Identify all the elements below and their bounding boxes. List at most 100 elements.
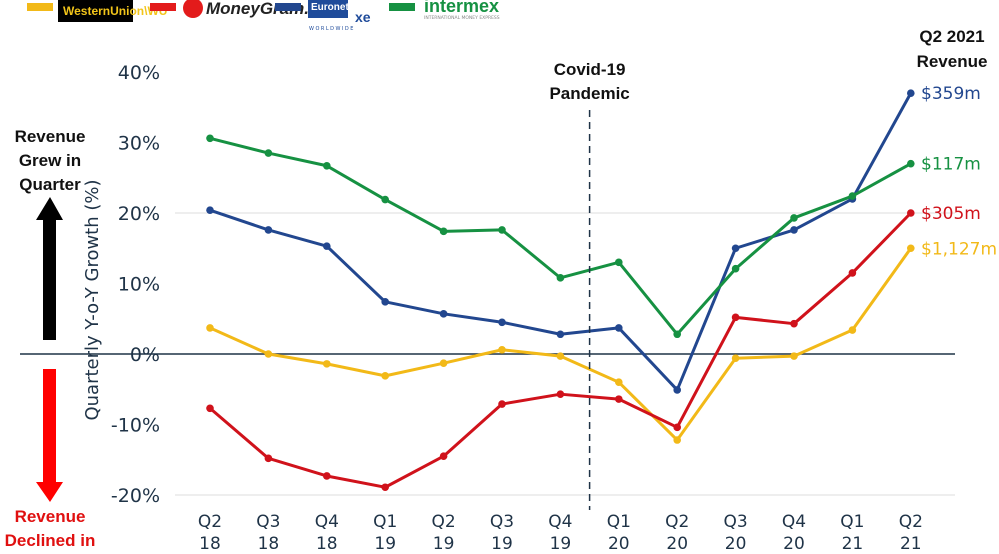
- x-tick-label: 18: [258, 534, 280, 554]
- covid-annotation: Covid-19: [554, 60, 626, 79]
- data-point: [381, 483, 390, 492]
- data-point: [498, 226, 506, 234]
- data-point: [615, 258, 623, 267]
- moneygram-logo-icon: [183, 0, 203, 18]
- declined-annotation: Declined in: [5, 531, 96, 550]
- data-point: [907, 89, 915, 97]
- data-point: [673, 330, 681, 339]
- x-tick-label: 19: [374, 534, 396, 554]
- series-0: $1,127m: [206, 239, 997, 444]
- series-line: [209, 92, 913, 392]
- data-point: [323, 242, 331, 250]
- x-tick-label: Q2: [899, 512, 923, 532]
- end-header-annotation: Q2 2021: [919, 27, 984, 46]
- down-arrow-icon: [36, 369, 63, 502]
- data-point: [206, 324, 214, 332]
- x-tick-label: Q1: [373, 512, 397, 532]
- data-point: [790, 226, 798, 234]
- y-tick-label: 0%: [130, 344, 160, 366]
- grew-annotation: Grew in: [19, 151, 81, 170]
- y-tick-label: 30%: [118, 133, 160, 155]
- y-tick-label: -20%: [111, 485, 160, 507]
- data-point: [556, 330, 565, 339]
- data-point: [381, 372, 390, 380]
- x-tick-label: 19: [433, 534, 455, 554]
- data-point: [848, 192, 857, 200]
- euronet-logo: [308, 0, 348, 18]
- data-point: [556, 274, 565, 282]
- x-tick-label: 20: [666, 534, 688, 554]
- x-tick-label: 18: [199, 534, 221, 554]
- data-point: [498, 345, 506, 354]
- end-value-label: $359m: [921, 84, 981, 104]
- xe-logo-text: xe: [355, 9, 371, 25]
- x-tick-label: Q4: [315, 512, 339, 532]
- x-tick-label: Q2: [198, 512, 222, 532]
- x-tick-label: Q3: [256, 512, 280, 532]
- data-point: [615, 378, 623, 387]
- y-tick-label: 20%: [118, 203, 160, 225]
- x-tick-label: Q2: [431, 512, 455, 532]
- data-point: [731, 313, 740, 322]
- y-tick-label: 40%: [118, 62, 160, 84]
- data-point: [206, 134, 214, 143]
- wu-logo-text: WesternUnion\WU: [63, 4, 167, 18]
- x-tick-label: Q1: [607, 512, 631, 532]
- legend: WesternUnion\WU MoneyGram. Euronet WORLD…: [27, 0, 500, 32]
- x-tick-label: Q4: [548, 512, 572, 532]
- legend-swatch-mg: [150, 3, 176, 11]
- data-point: [790, 352, 798, 360]
- data-point: [206, 206, 214, 214]
- data-point: [615, 395, 623, 403]
- x-tick-label: 19: [491, 534, 513, 554]
- data-point: [323, 472, 331, 480]
- x-tick-label: 20: [725, 534, 747, 554]
- eu-logo-text: Euronet: [311, 2, 349, 13]
- data-point: [907, 209, 915, 217]
- series-2: $359m: [206, 84, 981, 394]
- data-point: [848, 269, 857, 277]
- data-point: [264, 226, 273, 234]
- data-point: [498, 400, 506, 408]
- data-point: [498, 318, 506, 327]
- x-tick-label: Q3: [490, 512, 514, 532]
- data-point: [790, 319, 798, 328]
- legend-swatch-ix: [389, 3, 415, 11]
- data-point: [439, 227, 448, 236]
- data-point: [264, 454, 273, 463]
- end-value-label: $1,127m: [921, 239, 997, 259]
- series-line: [209, 136, 912, 336]
- ix-logo-sub: INTERNATIONAL MONEY EXPRESS: [424, 15, 500, 21]
- wu-logo: [58, 0, 133, 22]
- eu-logo-sub: WORLDWIDE: [309, 26, 355, 32]
- ix-logo-text: intermex: [424, 0, 499, 16]
- x-tick-label: 18: [316, 534, 338, 554]
- data-point: [673, 423, 681, 432]
- data-point: [615, 324, 623, 332]
- data-point: [848, 326, 857, 334]
- x-tick-label: 21: [900, 534, 922, 554]
- legend-swatch-eu: [275, 3, 301, 11]
- x-tick-label: 19: [550, 534, 572, 554]
- data-point: [556, 352, 565, 360]
- series-3: $117m: [206, 134, 981, 339]
- data-point: [206, 404, 214, 413]
- end-value-label: $305m: [921, 204, 981, 224]
- data-point: [907, 159, 915, 168]
- data-point: [731, 264, 740, 273]
- data-point: [439, 359, 448, 367]
- data-point: [264, 350, 273, 358]
- data-point: [556, 390, 565, 398]
- x-tick-label: Q4: [782, 512, 806, 532]
- data-point: [323, 360, 331, 368]
- data-point: [264, 149, 273, 157]
- y-tick-label: 10%: [118, 274, 160, 296]
- series-1: $305m: [206, 204, 981, 492]
- y-tick-label: -10%: [111, 415, 160, 437]
- data-point: [381, 195, 390, 204]
- grew-annotation: Quarter: [19, 175, 81, 194]
- x-tick-label: Q1: [840, 512, 864, 532]
- x-tick-label: Q3: [723, 512, 747, 532]
- end-value-label: $117m: [921, 155, 981, 175]
